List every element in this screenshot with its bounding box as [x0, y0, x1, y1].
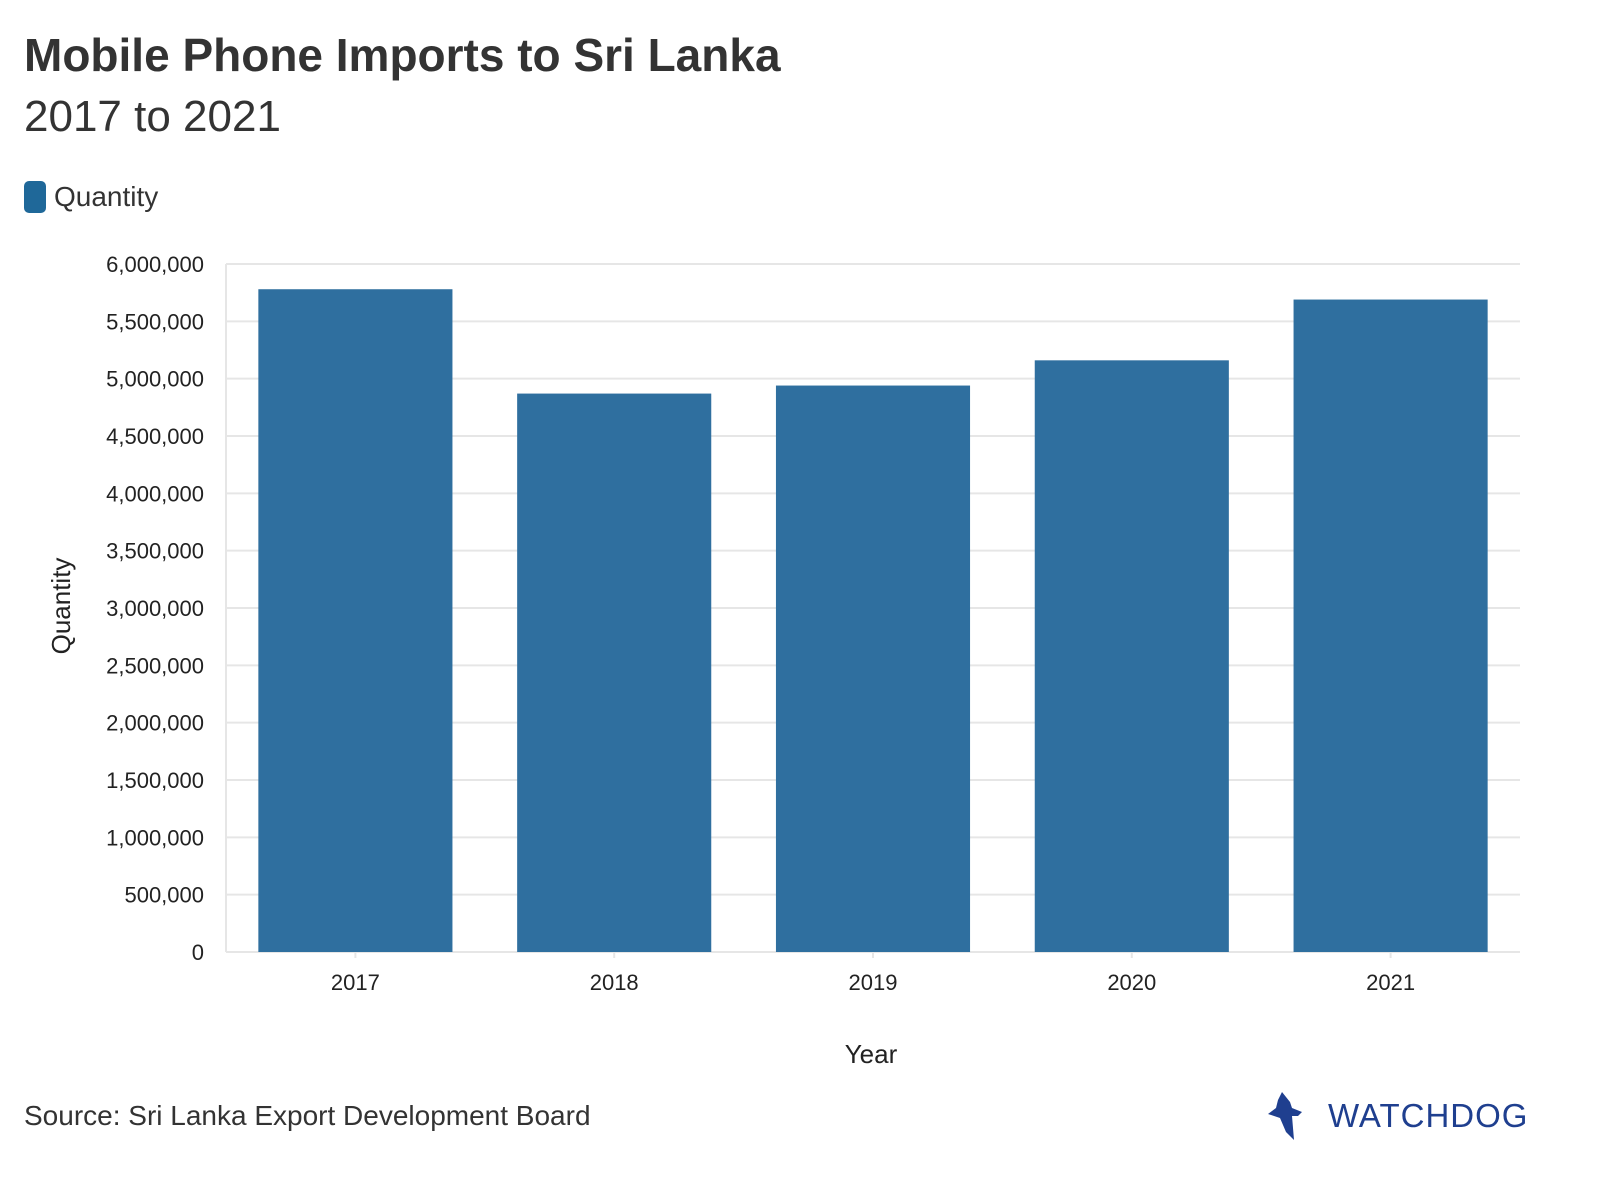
bar-2021 — [1293, 299, 1488, 953]
dog-head-icon — [1268, 1092, 1302, 1140]
y-tick-label: 3,000,000 — [106, 596, 204, 621]
x-tick-label: 2020 — [1107, 970, 1156, 995]
x-axis-title: Year — [845, 1039, 898, 1069]
y-tick-label: 3,500,000 — [106, 539, 204, 564]
y-tick-label: 4,000,000 — [106, 481, 204, 506]
y-tick-label: 5,500,000 — [106, 309, 204, 334]
y-tick-label: 5,000,000 — [106, 367, 204, 392]
bar-2017 — [258, 289, 453, 952]
bar-2018 — [517, 393, 712, 952]
legend[interactable]: Quantity — [24, 180, 158, 214]
y-axis-title: Quantity — [46, 558, 76, 655]
bar-2020 — [1034, 360, 1229, 952]
x-tick-label: 2019 — [849, 970, 898, 995]
source-note: Source: Sri Lanka Export Development Boa… — [24, 1100, 591, 1131]
watchdog-logo[interactable]: WATCHDOG — [1262, 1088, 1528, 1144]
y-tick-label: 500,000 — [124, 883, 204, 908]
legend-swatch — [24, 181, 46, 213]
x-tick-label: 2017 — [331, 970, 380, 995]
y-tick-label: 6,000,000 — [106, 252, 204, 277]
logo-text: WATCHDOG — [1328, 1097, 1529, 1134]
x-tick-label: 2018 — [590, 970, 639, 995]
legend-label: Quantity — [54, 181, 159, 212]
bar-2019 — [775, 385, 971, 953]
y-tick-label: 1,500,000 — [106, 768, 204, 793]
y-tick-label: 1,000,000 — [106, 825, 204, 850]
chart-title: Mobile Phone Imports to Sri Lanka — [24, 29, 781, 81]
x-tick-label: 2021 — [1366, 970, 1415, 995]
y-tick-label: 0 — [192, 940, 204, 965]
chart-subtitle: 2017 to 2021 — [24, 92, 281, 141]
y-tick-label: 2,500,000 — [106, 653, 204, 678]
y-tick-label: 2,000,000 — [106, 711, 204, 736]
y-tick-label: 4,500,000 — [106, 424, 204, 449]
